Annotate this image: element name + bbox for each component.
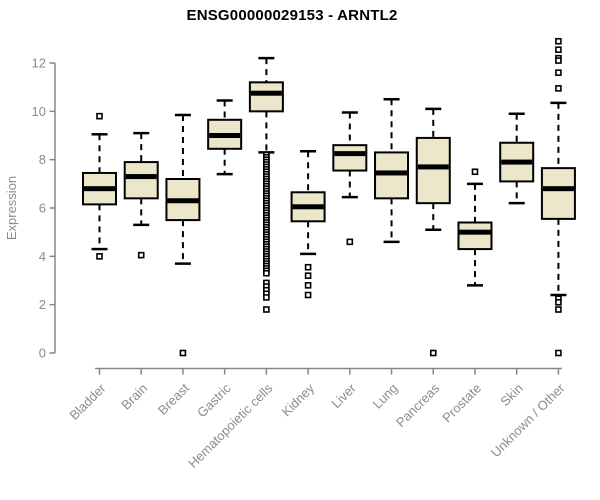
boxplot-kidney — [290, 149, 326, 299]
boxplot-breast — [165, 113, 201, 357]
outlier-point — [137, 251, 145, 259]
outlier-point — [179, 349, 187, 357]
outlier-point — [471, 168, 479, 176]
outlier-point — [555, 57, 562, 64]
median-line — [417, 164, 449, 170]
median-line — [459, 229, 491, 235]
x-tick-label-breast: Breast — [155, 380, 192, 417]
x-tick-label-gastric: Gastric — [194, 380, 234, 420]
x-tick-label-pancreas: Pancreas — [393, 380, 443, 430]
y-tick-label: 0 — [39, 346, 46, 361]
median-line — [501, 159, 533, 165]
y-tick-label: 12 — [32, 56, 46, 71]
outlier-point — [263, 306, 270, 313]
outlier-point — [555, 69, 562, 76]
boxplot-gastric — [207, 99, 243, 176]
boxplot-prostate — [457, 168, 493, 287]
iqr-box — [457, 221, 493, 251]
boxplot-brain — [123, 131, 159, 259]
y-tick-label: 4 — [39, 249, 46, 264]
iqr-box — [415, 136, 451, 205]
median-line — [167, 198, 199, 204]
outlier-point — [555, 46, 562, 54]
x-tick-label-liver: Liver — [328, 380, 359, 411]
outlier-point — [555, 298, 562, 306]
median-line — [250, 90, 282, 96]
outlier-point — [304, 272, 312, 279]
median-line — [376, 170, 408, 176]
outlier-point — [346, 238, 354, 246]
outlier-point — [304, 263, 312, 271]
outlier-point — [263, 269, 270, 277]
outlier-point — [555, 37, 562, 45]
boxplot-skin — [499, 112, 535, 205]
boxplot-liver — [332, 111, 368, 246]
iqr-box — [332, 144, 368, 172]
y-axis-title: Expression — [4, 176, 19, 240]
iqr-box — [123, 161, 159, 200]
outlier-point — [96, 112, 103, 120]
outlier-point — [263, 294, 270, 301]
x-tick-label-prostate: Prostate — [439, 381, 484, 426]
y-tick-label: 6 — [39, 201, 46, 216]
outlier-point — [429, 349, 437, 357]
outlier-point — [96, 253, 103, 260]
y-tick-label: 8 — [39, 152, 46, 167]
outlier-point — [555, 85, 562, 92]
boxplot-hematopoietic-cells — [248, 56, 284, 313]
boxplot-unknown-other — [540, 37, 576, 357]
median-line — [542, 186, 574, 192]
x-tick-label-brain: Brain — [118, 381, 150, 413]
boxplot-pancreas — [415, 107, 451, 357]
outlier-point — [304, 282, 312, 289]
boxplot-lung — [374, 98, 410, 244]
outlier-point — [304, 291, 312, 299]
median-line — [84, 186, 115, 192]
x-tick-label-unknown-other: Unknown / Other — [488, 380, 568, 460]
iqr-box — [248, 81, 284, 113]
y-tick-label: 10 — [32, 104, 46, 119]
outlier-point — [555, 349, 562, 357]
median-line — [334, 151, 366, 157]
x-tick-label-lung: Lung — [370, 381, 401, 412]
x-tick-label-kidney: Kidney — [279, 380, 318, 419]
x-tick-label-skin: Skin — [497, 381, 525, 409]
boxplot-bladder — [82, 112, 117, 260]
x-tick-label-bladder: Bladder — [66, 380, 109, 423]
y-tick-label: 2 — [39, 297, 46, 312]
iqr-box — [540, 167, 576, 220]
median-line — [292, 204, 324, 210]
chart-title: ENSG00000029153 - ARNTL2 — [186, 7, 398, 24]
outlier-point — [555, 306, 562, 313]
median-line — [125, 174, 157, 180]
median-line — [209, 133, 241, 138]
y-axis: 0 2 4 6 8 10 12 Expression — [4, 56, 56, 361]
